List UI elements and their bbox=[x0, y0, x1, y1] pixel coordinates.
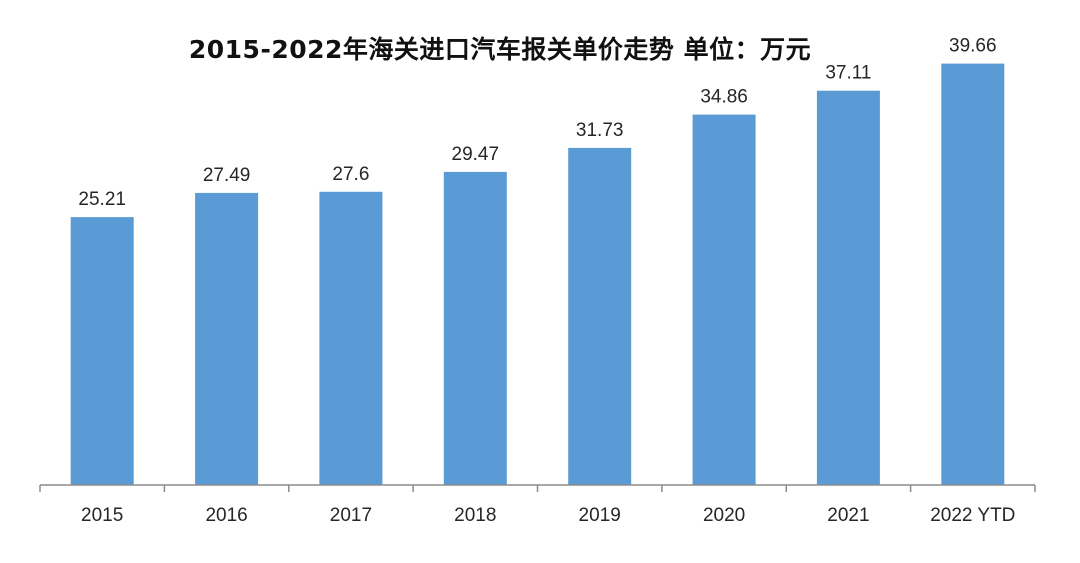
bar-2018 bbox=[443, 171, 507, 485]
data-label-2017: 27.6 bbox=[332, 164, 369, 185]
x-tick-label-2016: 2016 bbox=[205, 505, 247, 526]
bar-2017 bbox=[319, 191, 383, 486]
x-axis: 2015 2016 2017 2018 2019 2020 2021 2022 YTD bbox=[39, 484, 1036, 526]
data-label-2019: 31.73 bbox=[576, 120, 624, 141]
chart-title: 2015-2022年海关进口汽车报关单价走势 单位：万元 bbox=[188, 35, 812, 64]
bar-2019 bbox=[568, 147, 632, 485]
data-label-2018: 29.47 bbox=[452, 144, 500, 165]
bars-layer bbox=[70, 63, 1005, 486]
data-label-2020: 34.86 bbox=[700, 87, 748, 108]
x-tick-label-2015: 2015 bbox=[81, 505, 123, 526]
x-tick-label-2020: 2020 bbox=[703, 505, 745, 526]
bar-2015 bbox=[70, 217, 134, 485]
bar-2022-ytd bbox=[941, 63, 1005, 485]
data-label-2016: 27.49 bbox=[203, 165, 251, 186]
x-tick-label-2018: 2018 bbox=[454, 505, 496, 526]
data-label-2022-ytd: 39.66 bbox=[949, 36, 997, 57]
x-tick-label-2022-ytd: 2022 YTD bbox=[930, 505, 1015, 526]
x-tick-label-2019: 2019 bbox=[579, 505, 621, 526]
bar-2016 bbox=[195, 192, 259, 485]
value-labels-layer: 25.21 27.49 27.6 29.47 31.73 34.86 37.11 39.66 bbox=[78, 36, 996, 211]
x-tick-label-2021: 2021 bbox=[827, 505, 869, 526]
bar-2021 bbox=[816, 90, 880, 485]
x-tick-label-2017: 2017 bbox=[330, 505, 372, 526]
data-label-2021: 37.11 bbox=[825, 63, 871, 84]
data-label-2015: 25.21 bbox=[78, 189, 126, 210]
bar-2020 bbox=[692, 114, 756, 485]
